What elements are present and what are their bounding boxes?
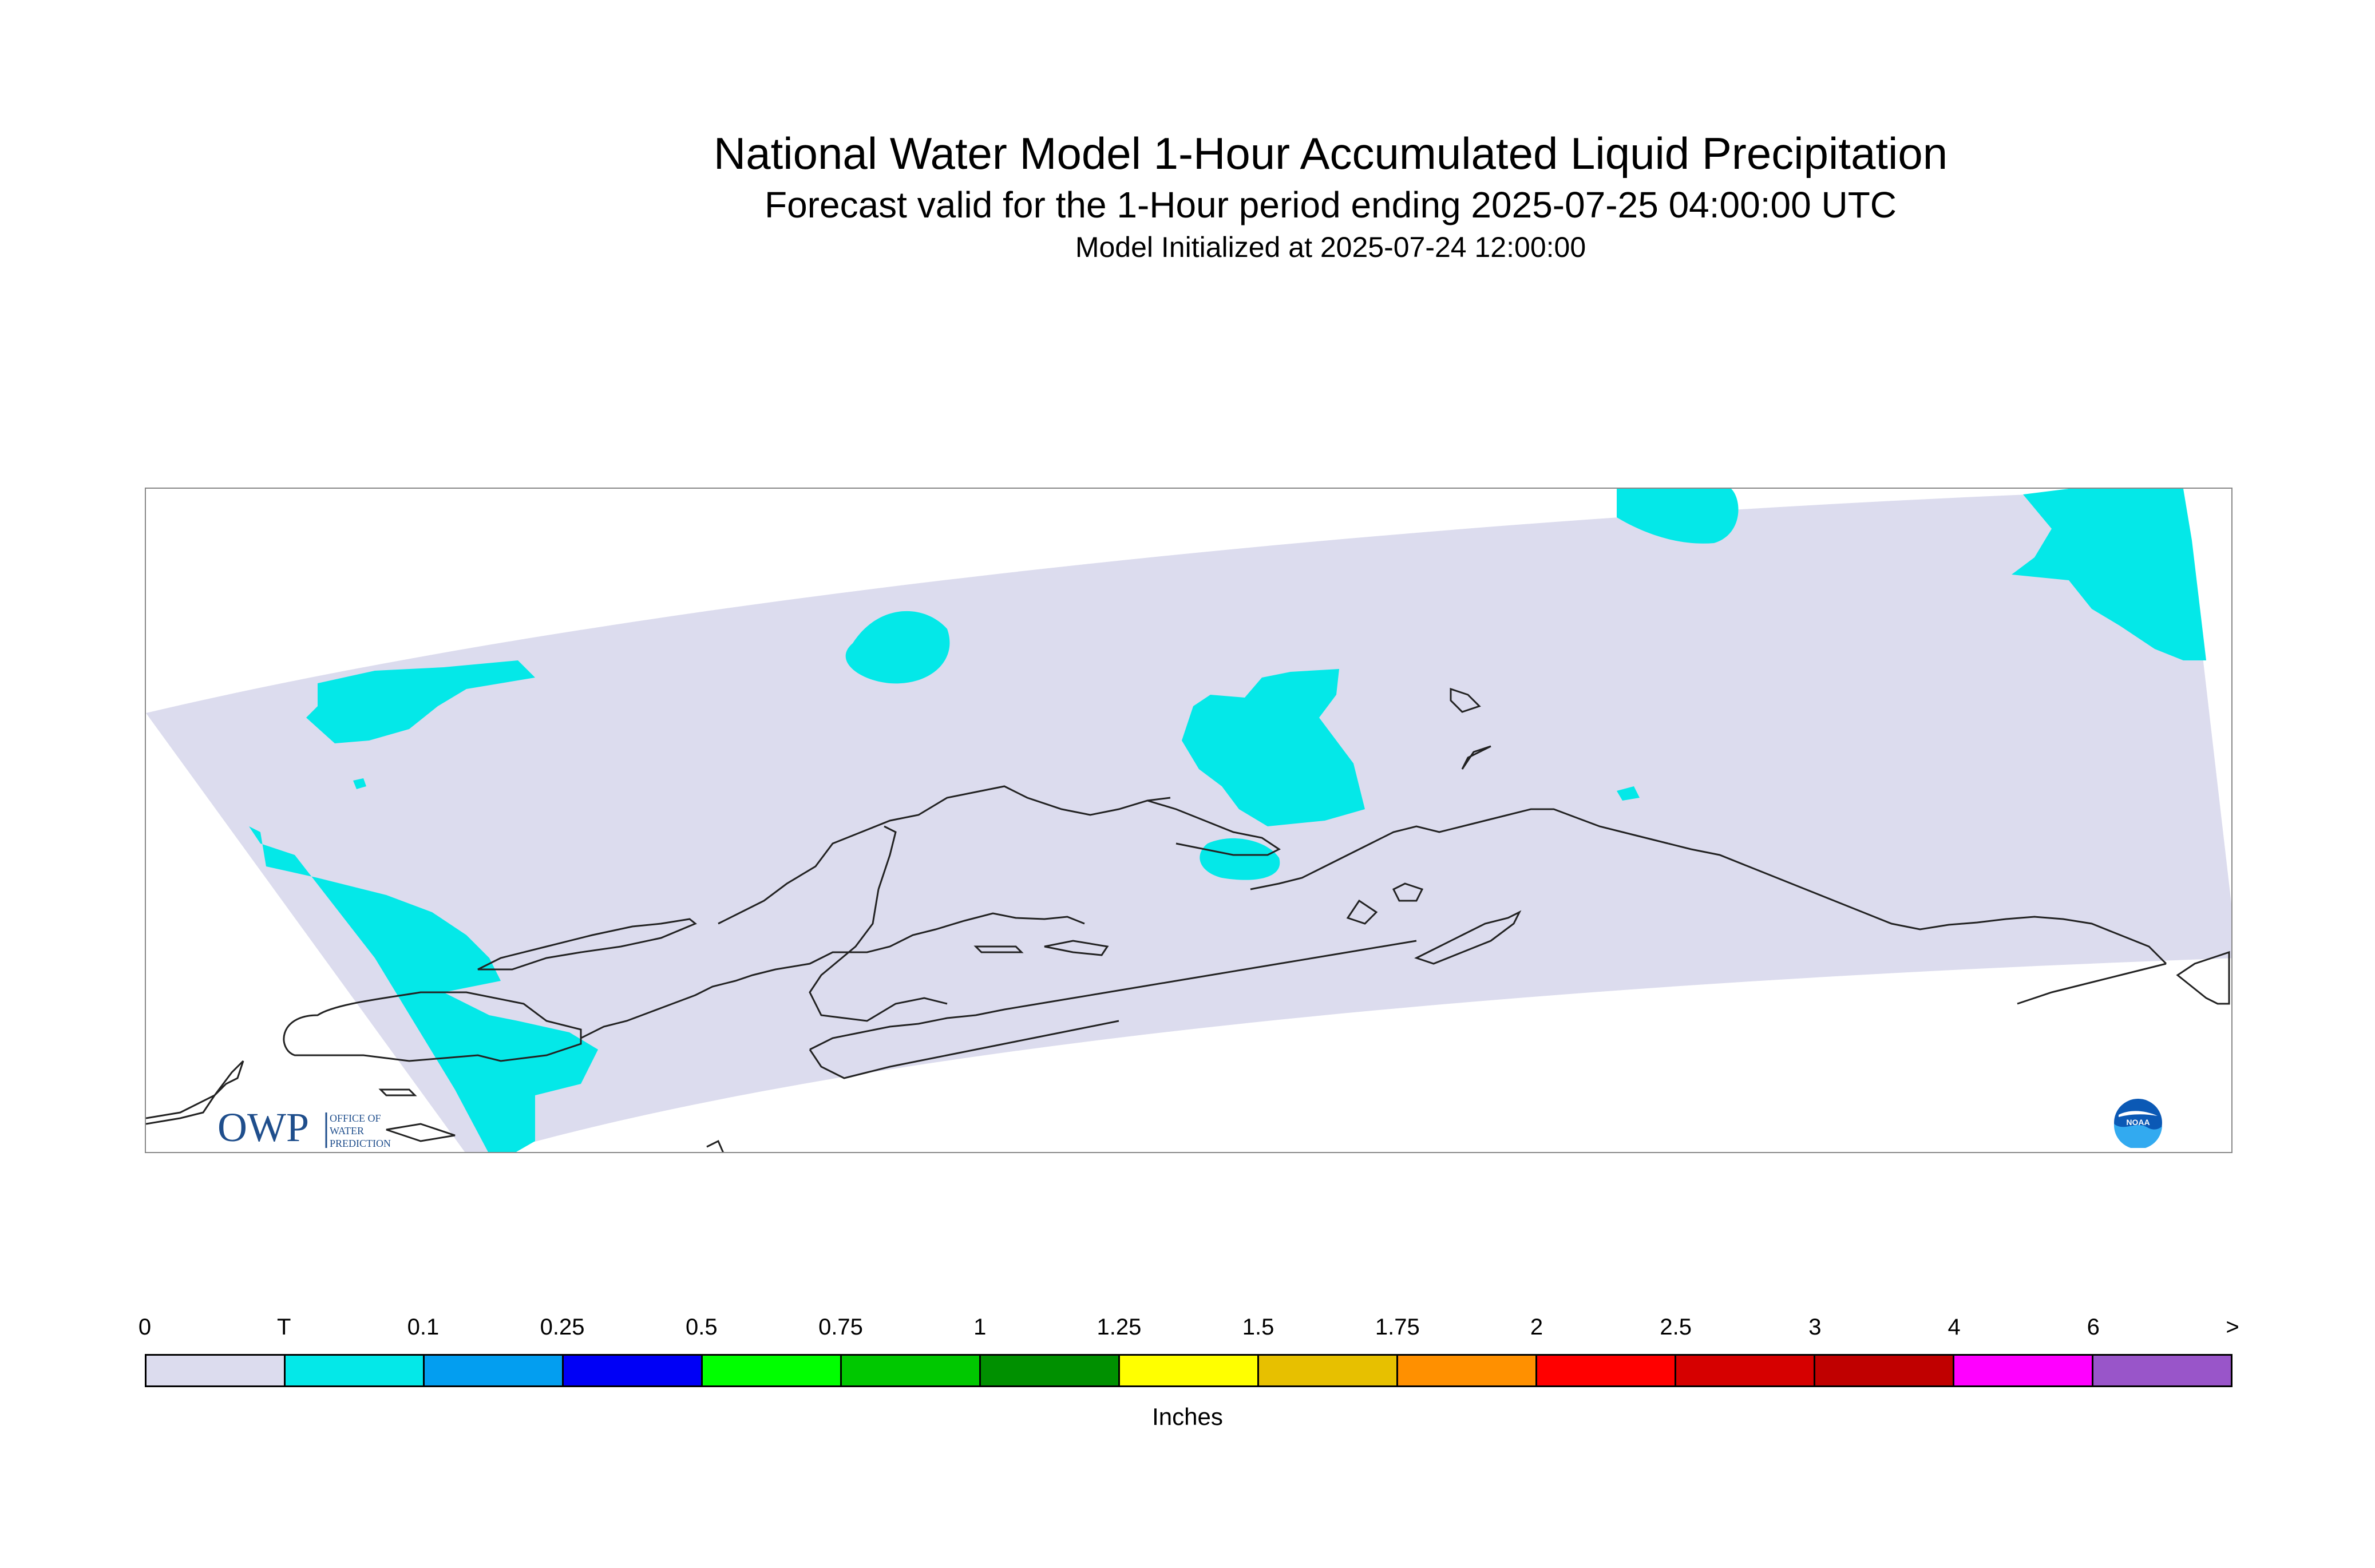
- legend-tick-label: 0: [138, 1314, 152, 1340]
- owp-logo-line-2: WATER: [330, 1125, 364, 1137]
- legend-tick-label: T: [276, 1314, 291, 1340]
- legend-tick-label: 2.5: [1660, 1314, 1692, 1340]
- owp-logo-text: OWP: [217, 1104, 309, 1150]
- legend-tick-label: 3: [1808, 1314, 1822, 1340]
- legend-tick-label: 0.25: [540, 1314, 585, 1340]
- owp-logo-line-3: PREDICTION: [330, 1138, 391, 1149]
- map-panel[interactable]: [145, 488, 2232, 1153]
- precipitation-map: [146, 489, 2231, 1152]
- titles: National Water Model 1-Hour Accumulated …: [0, 126, 2375, 266]
- legend-tick-label: 4: [1948, 1314, 1961, 1340]
- legend-swatch: [564, 1356, 703, 1385]
- legend-tick-label: >: [2226, 1314, 2239, 1340]
- legend-swatch: [2093, 1356, 2231, 1385]
- legend-tick-label: 0.5: [685, 1314, 718, 1340]
- legend-swatch: [425, 1356, 564, 1385]
- legend-swatch: [1259, 1356, 1398, 1385]
- owp-logo: OWP OFFICE OF WATER PREDICTION: [217, 1104, 423, 1150]
- legend-swatch: [1120, 1356, 1259, 1385]
- owp-logo-line-1: OFFICE OF: [330, 1112, 381, 1124]
- legend-swatch: [981, 1356, 1120, 1385]
- page-title: National Water Model 1-Hour Accumulated …: [713, 128, 1948, 179]
- legend-swatch: [842, 1356, 981, 1385]
- coastlines: [146, 687, 2230, 1152]
- model-domain: [146, 489, 2231, 1152]
- legend-swatch: [1815, 1356, 1954, 1385]
- legend-tick-label: 2: [1530, 1314, 1543, 1340]
- noaa-logo-text: NOAA: [2126, 1118, 2150, 1127]
- precip-areas: [249, 489, 2206, 1152]
- legend-tick-label: 1.25: [1097, 1314, 1142, 1340]
- legend-tick-label: 1: [973, 1314, 987, 1340]
- legend-tick-label: 6: [2087, 1314, 2100, 1340]
- forecast-valid-subtitle: Forecast valid for the 1-Hour period end…: [764, 184, 1897, 225]
- legend-swatch: [1954, 1356, 2093, 1385]
- legend-tick-label: 1.75: [1375, 1314, 1420, 1340]
- legend-colorbar: [145, 1354, 2232, 1387]
- legend-swatch: [703, 1356, 842, 1385]
- legend-swatch: [1676, 1356, 1815, 1385]
- legend-swatch: [286, 1356, 425, 1385]
- noaa-logo: NOAA: [2113, 1098, 2163, 1150]
- model-initialized-text: Model Initialized at 2025-07-24 12:00:00: [1075, 231, 1586, 263]
- legend-tick-label: 0.1: [407, 1314, 440, 1340]
- legend-units: Inches: [1152, 1403, 1223, 1430]
- legend-swatch: [147, 1356, 286, 1385]
- legend-tick-label: 0.75: [818, 1314, 863, 1340]
- legend-swatch: [1398, 1356, 1537, 1385]
- legend-tick-label: 1.5: [1242, 1314, 1274, 1340]
- legend-swatch: [1537, 1356, 1676, 1385]
